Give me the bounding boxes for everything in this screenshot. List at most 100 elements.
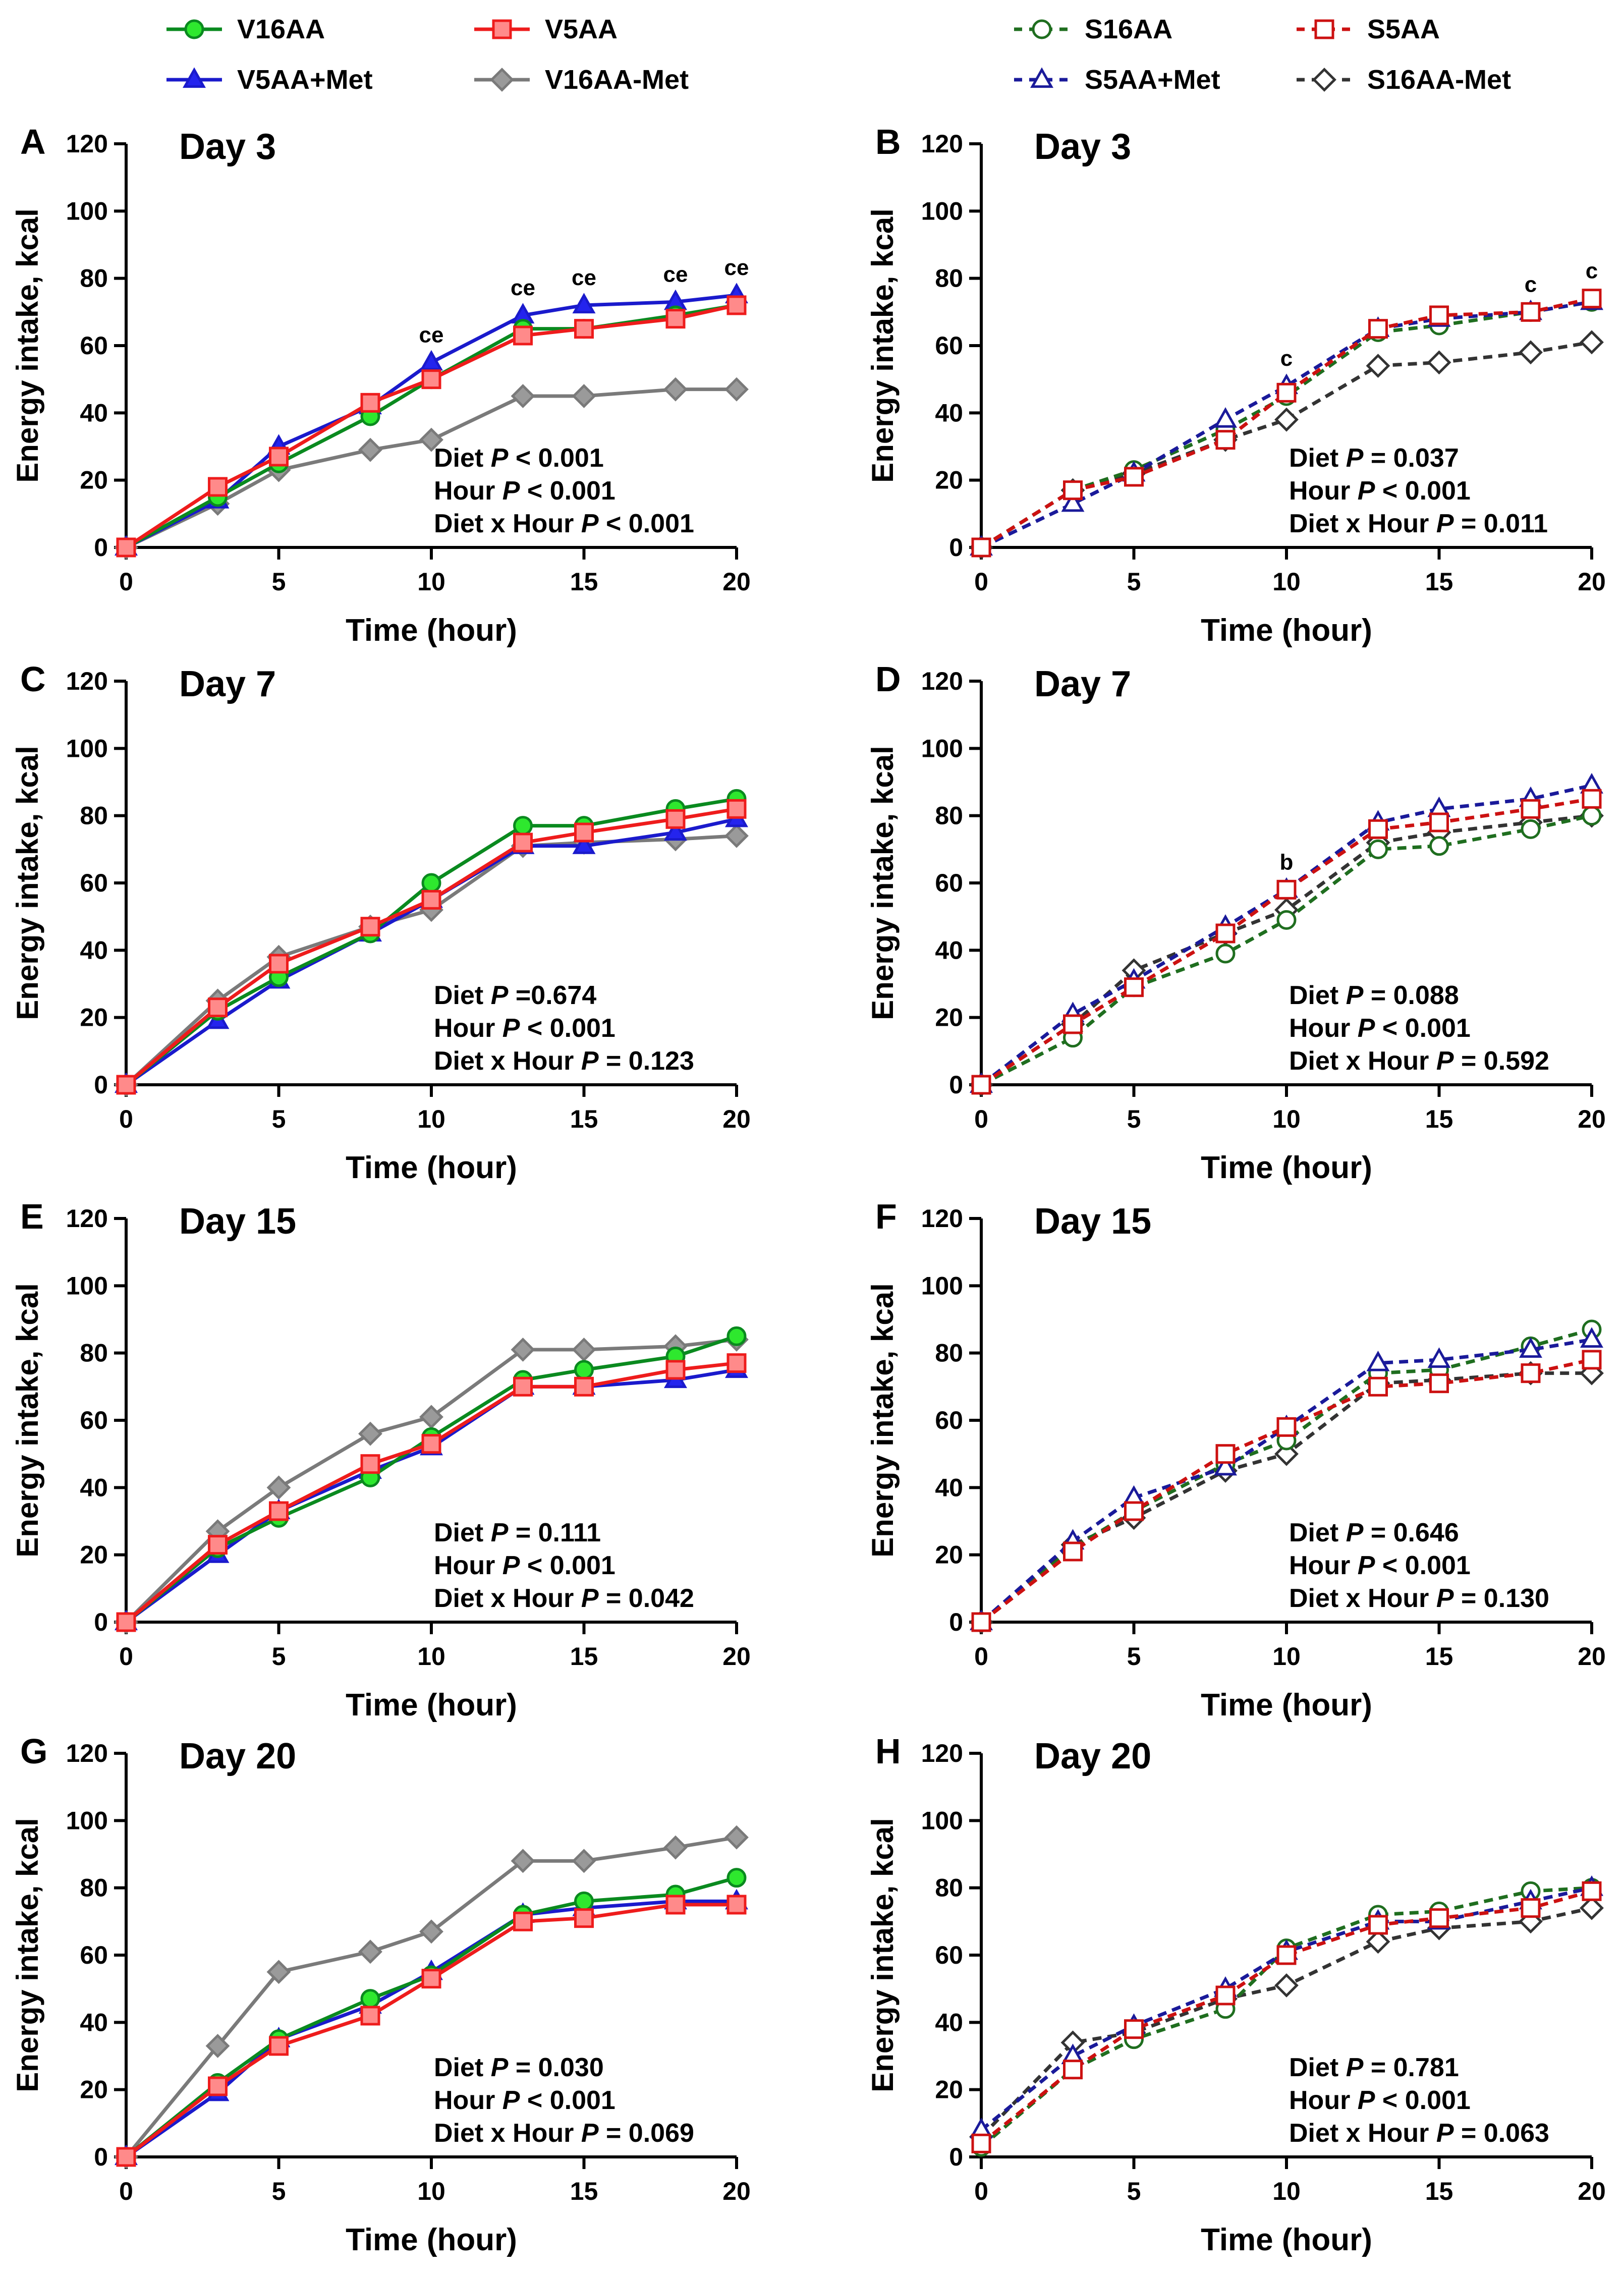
data-point: [1215, 943, 1236, 964]
series-V5AA: [116, 1353, 747, 1632]
data-point: [358, 1421, 382, 1446]
panel-C: C Day 7 0 20 40 60 80 100 120 0 5 10 15 20 Time (hour)…: [11, 659, 751, 1185]
panel-title: Day 7: [179, 664, 276, 704]
data-point: [572, 1338, 596, 1362]
data-point: [208, 997, 228, 1018]
x-tick-label: 15: [570, 1642, 598, 1671]
series-line: [125, 817, 737, 1086]
y-tick-label: 80: [80, 1339, 108, 1367]
significance-label: c: [1280, 346, 1293, 371]
x-tick-label: 10: [1272, 1642, 1301, 1671]
y-tick-label: 20: [80, 1541, 108, 1569]
y-tick-label: 40: [935, 1473, 963, 1502]
data-point: [665, 309, 686, 329]
data-point: [572, 834, 596, 854]
y-axis-label: Energy intake, kcal: [866, 1283, 900, 1558]
data-point: [1580, 1361, 1604, 1385]
y-tick-label: 40: [935, 399, 963, 427]
y-tick-label: 0: [94, 533, 108, 562]
series-line: [980, 797, 1592, 1086]
data-point: [971, 1075, 991, 1095]
y-axis-label: Energy intake, kcal: [11, 1283, 44, 1558]
panel-title: Day 20: [1034, 1736, 1151, 1777]
panel-letter: C: [20, 659, 46, 699]
left-legend-item: V16AA-Met: [474, 65, 689, 95]
series-S5AA: [971, 1881, 1602, 2153]
y-tick-label: 80: [935, 264, 963, 293]
x-tick-label: 0: [974, 1105, 988, 1133]
series-line: [980, 1358, 1592, 1624]
data-point: [421, 1434, 441, 1454]
data-point: [208, 1535, 228, 1555]
data-point: [1368, 1376, 1388, 1397]
y-tick-label: 120: [66, 1739, 108, 1767]
panel-B: B Day 3 0 20 40 60 80 100 120 0 5 10 15 20 Time (hour)…: [866, 122, 1606, 648]
panel-title: Day 7: [1034, 664, 1131, 704]
y-axis-label: Energy intake, kcal: [866, 1818, 900, 2092]
data-point: [724, 1825, 749, 1850]
data-point: [511, 384, 535, 408]
data-point: [269, 2036, 289, 2056]
data-point: [1063, 480, 1083, 501]
panel-letter: D: [875, 659, 901, 699]
data-point: [116, 1075, 136, 1095]
series-line: [125, 1335, 738, 1624]
y-tick-label: 100: [66, 197, 108, 225]
data-point: [1366, 354, 1390, 378]
panel-letter: G: [20, 1732, 47, 1771]
right-legend-marker: [1312, 68, 1336, 92]
stats-line: Diet P = 0.781: [1289, 2053, 1459, 2082]
y-tick-label: 40: [80, 936, 108, 964]
left-legend-label: V16AA-Met: [545, 65, 689, 95]
panel-title: Day 3: [1034, 127, 1131, 167]
y-tick-label: 60: [935, 1406, 963, 1434]
series-line: [980, 1338, 1592, 1624]
stats-line: Diet P = 0.646: [1289, 1518, 1459, 1547]
stats-line: Hour P < 0.001: [1289, 476, 1471, 506]
series-line: [980, 1886, 1592, 2148]
y-tick-label: 40: [935, 2008, 963, 2036]
right-legend-item: S16AA-Met: [1297, 65, 1511, 95]
data-point: [420, 350, 443, 371]
data-point: [1274, 407, 1299, 432]
data-point: [1276, 382, 1297, 403]
data-point: [663, 1835, 688, 1860]
data-point: [1429, 305, 1449, 325]
data-point: [574, 822, 594, 843]
x-tick-label: 10: [1272, 568, 1301, 596]
data-point: [360, 1454, 380, 1474]
x-tick-label: 20: [722, 568, 751, 596]
data-point: [360, 393, 380, 413]
significance-label: ce: [419, 322, 444, 347]
significance-label: ce: [663, 262, 688, 287]
data-point: [726, 1353, 747, 1373]
data-point: [665, 1895, 686, 1915]
x-tick-label: 5: [272, 2177, 286, 2205]
data-point: [572, 293, 596, 314]
right-legend-label: S5AA: [1367, 14, 1440, 44]
data-point: [360, 2006, 380, 2026]
data-point: [1429, 1373, 1449, 1394]
panel-letter: A: [20, 122, 46, 161]
right-legend-item: S5AA+Met: [1014, 65, 1220, 95]
data-point: [574, 319, 594, 339]
data-point: [726, 1895, 747, 1915]
series-S16AAMet: [969, 1896, 1604, 2149]
x-tick-label: 0: [974, 2177, 988, 2205]
data-point: [1521, 799, 1541, 819]
left-legend-label: V16AA: [237, 14, 325, 44]
x-tick-label: 10: [417, 568, 445, 596]
panel-letter: B: [875, 122, 901, 161]
stats-line: Diet P = 0.037: [1289, 443, 1459, 473]
left-legend-label: V5AA+Met: [237, 65, 373, 95]
y-tick-label: 100: [66, 1806, 108, 1835]
x-tick-label: 15: [1425, 1642, 1453, 1671]
x-tick-label: 5: [1127, 1642, 1141, 1671]
significance-label: ce: [511, 275, 535, 300]
panel-letter: E: [20, 1197, 44, 1236]
y-tick-label: 0: [949, 2143, 963, 2171]
x-tick-label: 10: [417, 1642, 445, 1671]
x-tick-label: 5: [272, 1642, 286, 1671]
data-point: [971, 1612, 991, 1632]
